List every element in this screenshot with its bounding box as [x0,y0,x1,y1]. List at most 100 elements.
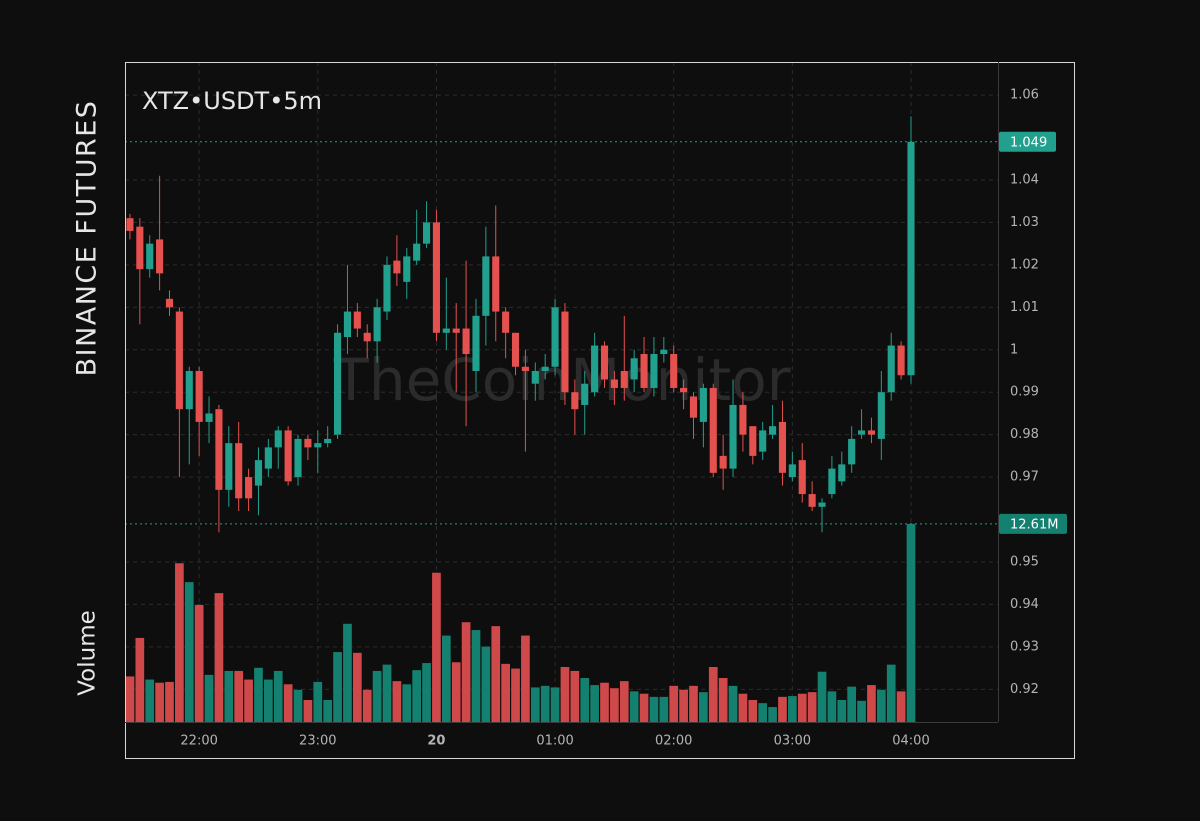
volume-bar [906,523,916,722]
candle-body [877,392,885,439]
volume-bar [175,563,184,722]
candle-body [561,311,569,393]
volume-bar [876,689,886,722]
candle-body [205,413,213,422]
y-tick-label: 1.03 [1010,215,1039,230]
y-tick-label: 1.04 [1010,172,1039,187]
volume-bar [471,630,481,722]
candle-body [225,443,233,490]
x-tick-label: 01:00 [536,734,573,749]
candle-body [334,332,342,435]
candle-body [571,392,579,410]
volume-bar [511,668,520,722]
volume-bar [234,670,244,722]
candle-body [462,328,470,355]
volume-bar [847,686,857,722]
volume-bar [422,663,431,722]
volume-bar [264,679,273,722]
volume-bar [788,696,797,722]
volume-bar [807,692,817,722]
y-tick-label: 0.95 [1010,554,1039,569]
candle-body [848,438,856,465]
candle-body [146,243,154,270]
volume-bar [778,696,787,722]
volume-bar [283,684,293,722]
volume-bar [708,667,718,722]
volume-bar [580,678,590,722]
candle-body [284,430,292,482]
volume-bar [402,684,412,722]
candle-body [620,370,628,388]
last-price-label: 1.049 [1010,135,1047,150]
volume-bar [728,685,738,722]
candle-body [778,421,787,473]
volume-bar [461,622,471,722]
candle-body [867,430,876,435]
volume-bar [441,635,451,722]
candle-body [373,307,381,342]
candle-body [156,239,164,274]
candle-body [719,455,727,469]
candle-body [274,430,282,448]
candle-body [264,447,272,469]
volume-bar [896,691,906,722]
volume-bar [303,700,313,722]
x-tick-label: 22:00 [180,734,217,749]
volume-bar [540,685,550,722]
candle-body [680,387,688,393]
candle-body [769,426,777,435]
candle-body [650,354,658,388]
candle-body [887,345,895,393]
volume-bar [699,692,708,722]
candle-body [126,218,134,231]
volume-bar [135,637,145,722]
candle-body [798,460,806,495]
candle-body [610,379,618,388]
candle-body [452,328,460,333]
volume-bar [165,681,174,722]
y-tick-label: 1.01 [1010,300,1039,315]
candle-body [551,307,559,367]
candle-body [442,328,450,333]
candle-body [235,443,243,499]
candle-body [808,494,816,507]
candle-body [828,468,836,495]
candle-body [403,256,411,282]
candle-body [136,226,144,270]
volume-bar [491,626,501,722]
candle-body [294,438,302,478]
frame [125,62,1075,759]
volume-bar [155,682,164,722]
plot-layer: TheCoinMonitor [125,62,998,722]
candle-body [353,311,361,329]
exchange-label: BINANCE FUTURES [72,100,103,377]
volume-bar [125,676,135,722]
candle-body [729,404,737,469]
volume-bar [481,646,491,722]
candle-body [245,477,253,499]
candle-body [581,383,589,405]
volume-bar [412,670,422,722]
candle-body [175,311,183,410]
candle-body [818,502,826,507]
y-tick-label: 1.06 [1010,88,1039,103]
volume-bar [600,682,609,722]
volume-bar [689,685,698,722]
volume-bar [718,678,728,722]
volume-bar [313,681,323,722]
volume-bar [867,685,876,722]
candle-body [502,311,510,333]
x-tick-label: 03:00 [774,734,811,749]
volume-bar [204,674,214,722]
volume-bar [748,700,758,722]
volume-bar [323,700,333,722]
candle-body [324,438,332,444]
y-tick-label: 0.99 [1010,385,1039,400]
candle-body [630,358,638,380]
volume-bar [669,685,679,722]
volume-bar [610,688,619,722]
candle-body [709,387,717,473]
y-tick-label: 0.93 [1010,639,1039,654]
candle-body [215,409,223,490]
